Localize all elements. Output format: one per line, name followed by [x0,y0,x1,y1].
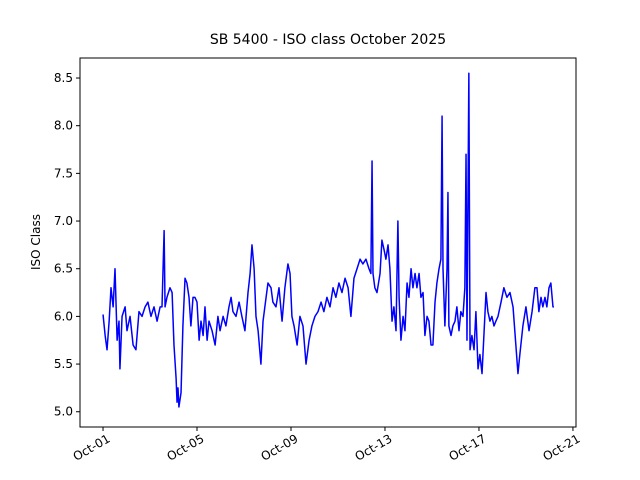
y-tick-label: 6.5 [54,262,73,276]
y-tick-label: 8.0 [54,119,73,133]
y-tick-label: 5.0 [54,405,73,419]
y-tick-label: 7.5 [54,166,73,180]
y-tick-label: 7.0 [54,214,73,228]
data-line [102,72,554,408]
y-axis-label: ISO Class [29,214,43,270]
y-tick-label: 6.0 [54,309,73,323]
y-tick-label: 8.5 [54,71,73,85]
chart-title: SB 5400 - ISO class October 2025 [210,32,446,48]
plot-frame [79,57,577,428]
y-tick-label: 5.5 [54,357,73,371]
